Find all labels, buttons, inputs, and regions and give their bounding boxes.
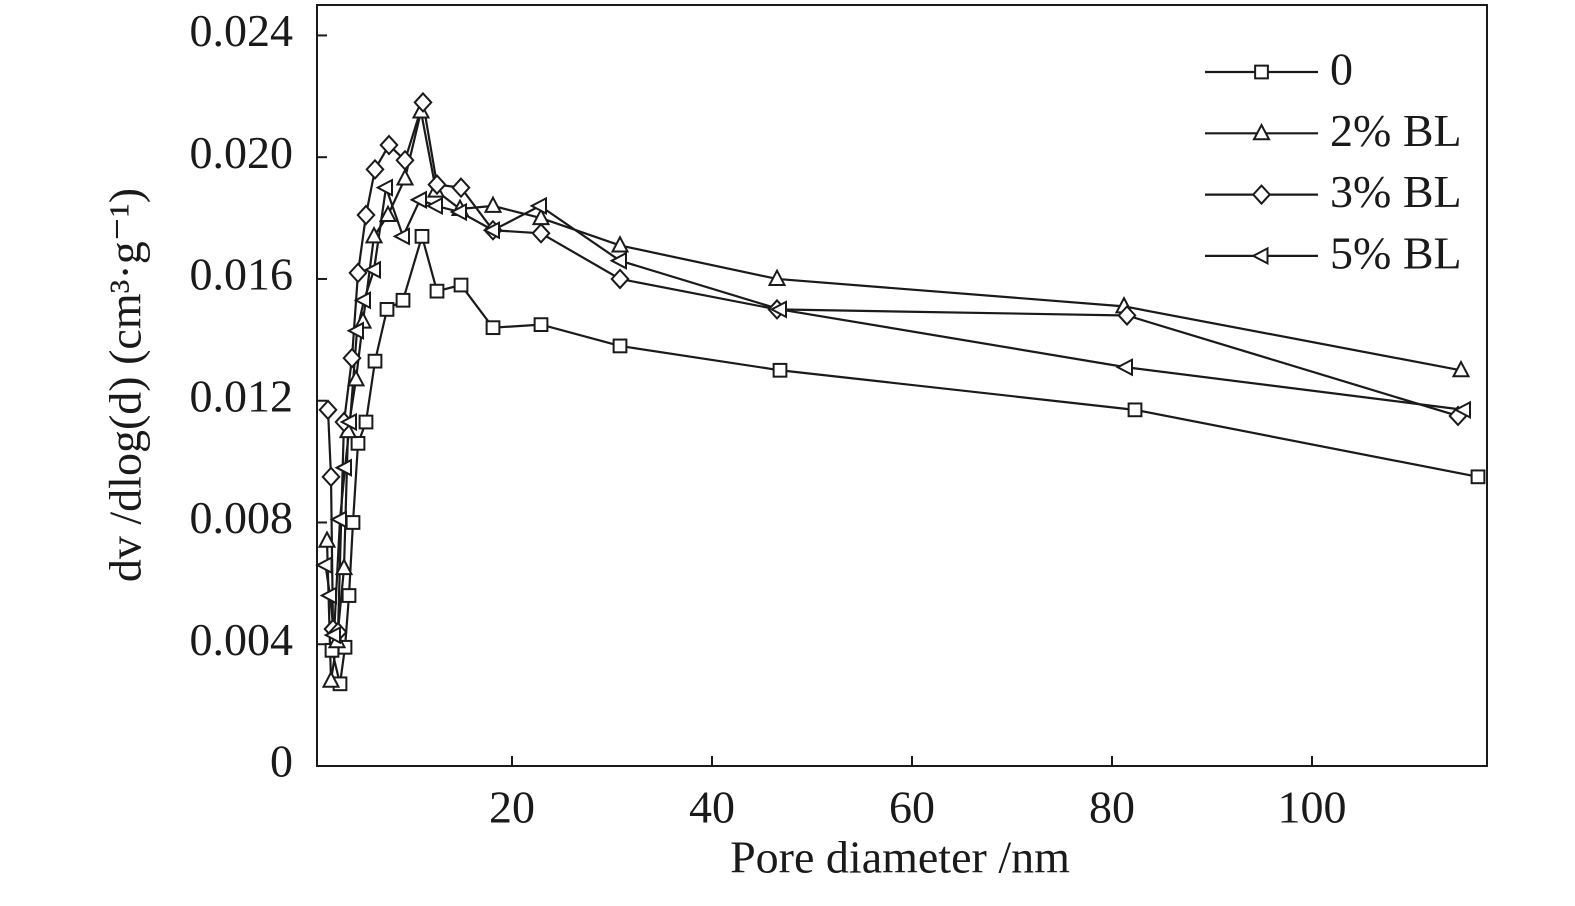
data-point (1127, 402, 1143, 418)
data-point (375, 178, 393, 197)
data-point (365, 158, 385, 180)
data-point (1470, 469, 1486, 485)
x-tick-label: 20 (489, 782, 535, 833)
legend-label: 5% BL (1330, 227, 1462, 278)
data-point (533, 317, 549, 332)
legend-marker (1251, 246, 1269, 266)
data-point (772, 362, 788, 378)
data-point (317, 530, 337, 548)
series-line (325, 111, 1462, 681)
data-point (409, 190, 427, 209)
data-point (364, 225, 384, 244)
data-point (767, 268, 787, 286)
data-point (1117, 305, 1137, 326)
data-point (339, 412, 357, 432)
plot-frame (316, 4, 1488, 767)
data-point (1451, 359, 1471, 378)
legend-label: 2% BL (1330, 105, 1462, 156)
data-point (413, 91, 433, 113)
y-tick-label: 0.008 (190, 492, 294, 543)
y-tick-label: 0.004 (190, 614, 294, 665)
data-point (427, 174, 447, 196)
data-point (345, 515, 361, 530)
data-point (350, 435, 366, 451)
x-tick-label: 80 (1089, 782, 1135, 833)
data-point (363, 260, 381, 279)
data-point (319, 586, 337, 605)
data-point (414, 228, 430, 244)
legend-marker (1252, 122, 1271, 141)
data-point (356, 204, 376, 226)
y-tick-label: 0.020 (190, 127, 294, 178)
data-point (392, 227, 410, 246)
data-point (346, 321, 364, 340)
data-point (529, 196, 547, 216)
y-tick-label: 0 (270, 736, 293, 787)
data-point (449, 202, 467, 222)
legend-marker (1251, 184, 1272, 206)
data-point (321, 466, 341, 488)
data-point (429, 283, 445, 299)
data-point (379, 134, 399, 156)
legend-marker (1254, 64, 1269, 80)
data-point (482, 221, 500, 240)
y-tick-label: 0.016 (190, 249, 294, 300)
data-point (769, 300, 787, 319)
legend-label: 0 (1330, 44, 1353, 95)
data-point (318, 399, 338, 421)
data-point (321, 670, 341, 688)
data-point (334, 458, 352, 477)
data-point (612, 338, 628, 354)
data-point (379, 302, 395, 317)
data-point (378, 204, 398, 223)
data-point (323, 625, 341, 645)
data-point (315, 555, 333, 575)
data-point (483, 195, 503, 213)
x-tick-label: 40 (689, 782, 735, 833)
data-point (485, 320, 501, 336)
y-tick-label: 0.012 (190, 370, 294, 421)
data-point (353, 291, 371, 310)
data-point (329, 510, 347, 529)
data-point (358, 414, 374, 430)
data-point (451, 177, 471, 199)
legend-label: 3% BL (1330, 166, 1462, 217)
data-point (610, 268, 630, 290)
x-tick-label: 100 (1278, 782, 1347, 833)
data-point (609, 251, 627, 270)
data-point (395, 292, 411, 308)
data-point (341, 588, 357, 603)
data-point (453, 277, 469, 293)
data-point (1453, 400, 1471, 420)
y-axis-label: dv /dlog(d) (cm³·g⁻¹) (100, 188, 151, 582)
series-line (324, 187, 1465, 636)
series-line (330, 232, 1479, 685)
data-point (395, 149, 415, 171)
data-point (425, 196, 443, 216)
data-point (610, 235, 630, 253)
data-point (334, 557, 354, 576)
data-point (395, 168, 415, 186)
data-point (1115, 358, 1133, 377)
data-point (531, 222, 551, 244)
data-point (367, 353, 383, 369)
data-point (342, 347, 362, 369)
data-point (346, 369, 366, 387)
series-line (326, 102, 1459, 634)
x-tick-label: 60 (889, 782, 935, 833)
y-tick-label: 0.024 (190, 5, 294, 56)
x-axis-label: Pore diameter /nm (730, 832, 1070, 883)
data-point (348, 262, 368, 284)
